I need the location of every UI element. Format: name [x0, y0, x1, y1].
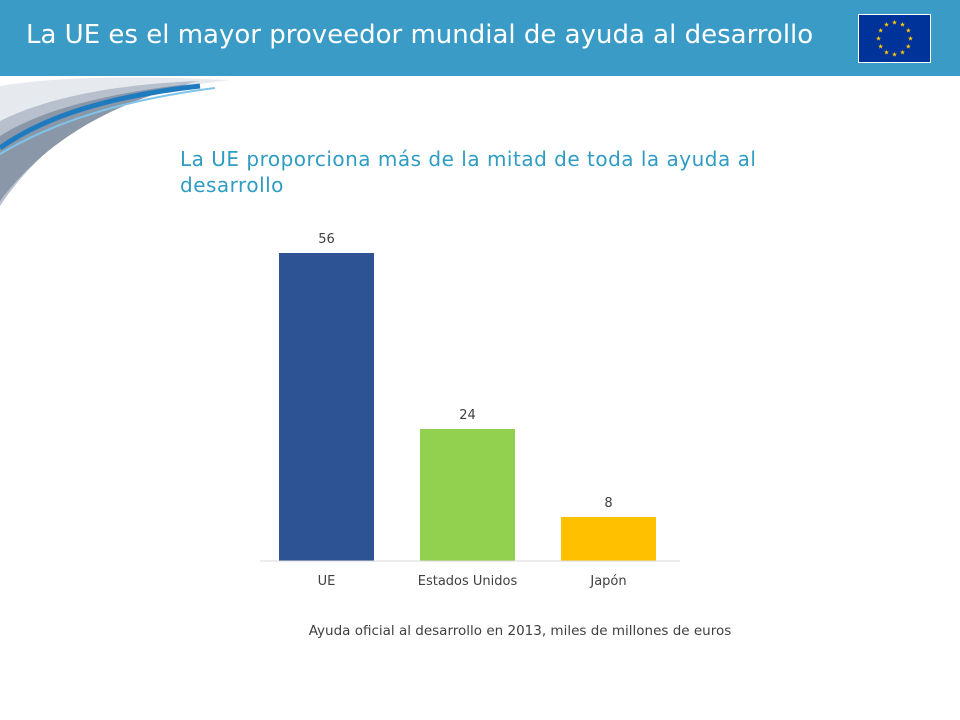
bar-0 — [279, 253, 374, 561]
flag-star-icon — [876, 35, 881, 41]
flag-star-icon — [900, 49, 905, 55]
chart-subtitle: La UE proporciona más de la mitad de tod… — [180, 147, 757, 197]
bar-1 — [420, 429, 515, 561]
category-label-1: Estados Unidos — [418, 574, 518, 589]
flag-star-icon — [884, 22, 889, 27]
flag-star-icon — [884, 49, 889, 55]
header-bar: La UE es el mayor proveedor mundial de a… — [0, 0, 960, 76]
flag-star-icon — [892, 51, 897, 57]
flag-star-icon — [900, 22, 905, 27]
page-title: La UE es el mayor proveedor mundial de a… — [26, 20, 814, 50]
category-label-0: UE — [318, 574, 336, 589]
flag-star-icon — [905, 27, 911, 33]
data-label-0: 56 — [318, 232, 335, 247]
eu-flag-icon — [858, 14, 931, 63]
bar-chart: 56 UE 24 Estados Unidos 8 Japón — [260, 232, 680, 589]
chart-caption: Ayuda oficial al desarrollo en 2013, mil… — [308, 623, 732, 639]
category-label-2: Japón — [589, 574, 626, 589]
flag-star-icon — [908, 35, 913, 41]
data-label-1: 24 — [459, 408, 476, 423]
flag-star-icon — [878, 43, 884, 49]
decorative-swoosh — [0, 77, 230, 206]
flag-star-icon — [892, 19, 897, 25]
flag-star-icon — [878, 27, 884, 33]
bar-2 — [561, 517, 656, 561]
data-label-2: 8 — [604, 496, 612, 511]
flag-star-icon — [905, 43, 911, 49]
